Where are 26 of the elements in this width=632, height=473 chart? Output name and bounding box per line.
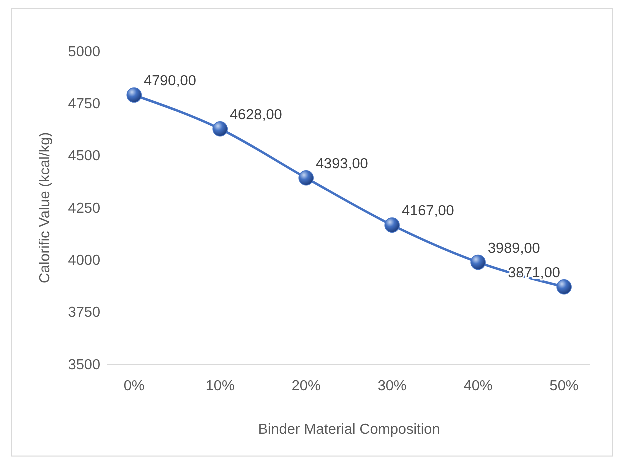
x-tick-label: 40% [464, 378, 493, 395]
y-tick-label: 4000 [68, 253, 101, 269]
x-tick-label: 30% [378, 378, 407, 395]
y-axis-title: Calorific Value (kcal/kg) [37, 132, 54, 284]
point [470, 254, 486, 270]
y-tick-label: 3500 [68, 357, 101, 374]
data-label: 3989,00 [488, 240, 540, 257]
point [212, 121, 228, 137]
y-tick-label: 4250 [68, 200, 101, 217]
data-label: 4628,00 [230, 107, 282, 124]
x-tick-label: 50% [550, 378, 579, 395]
x-tick-label: 0% [124, 378, 145, 395]
data-label: 4167,00 [402, 204, 454, 220]
y-tick-label: 4750 [68, 96, 101, 112]
y-tick-label: 5000 [68, 44, 101, 60]
data-label: 4790,00 [144, 74, 196, 90]
point [384, 218, 400, 233]
point [298, 170, 314, 186]
y-tick-label: 3750 [68, 305, 101, 322]
y-tick-label: 4500 [68, 148, 101, 165]
x-tick-label: 20% [292, 378, 321, 395]
point [126, 88, 142, 103]
x-axis-title: Binder Material Composition [258, 422, 440, 438]
point [556, 279, 572, 295]
x-tick-label: 10% [206, 378, 235, 395]
data-label: 4393,00 [316, 156, 368, 172]
